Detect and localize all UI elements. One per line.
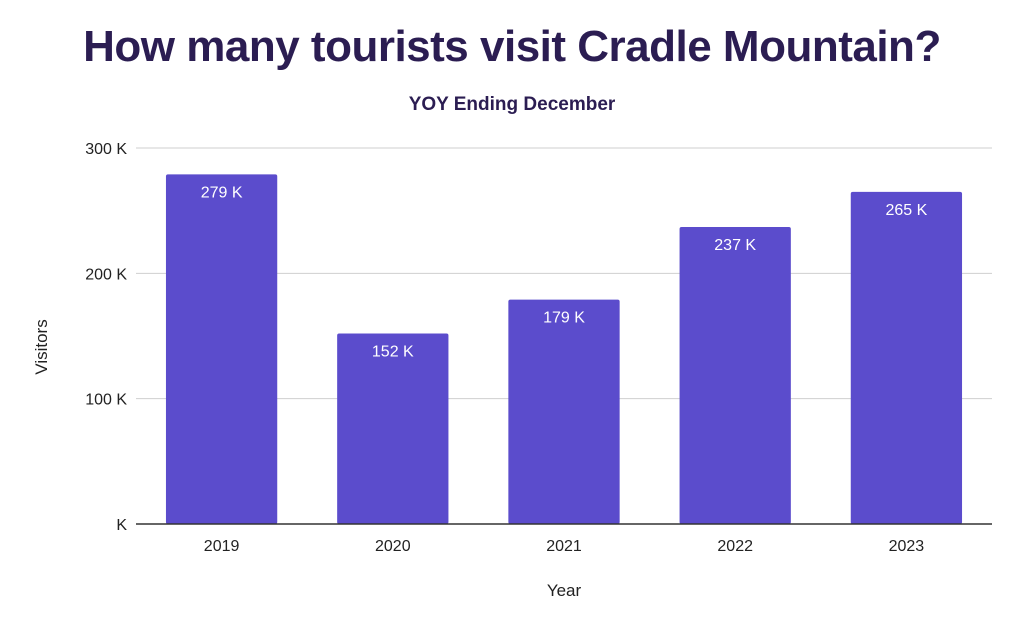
- bar-2019: [165, 174, 278, 524]
- chart-title: How many tourists visit Cradle Mountain?: [83, 22, 941, 71]
- bars: 279 K 152 K 179 K 237 K 265 K: [165, 174, 963, 524]
- x-tick-label: 2021: [546, 538, 582, 555]
- y-tick-label: 200 K: [85, 266, 127, 283]
- x-tick-label: 2022: [717, 538, 753, 555]
- x-tick-label: 2019: [204, 538, 240, 555]
- bar-value-label: 152 K: [372, 343, 414, 360]
- y-tick-label: 300 K: [85, 141, 127, 158]
- x-tick-label: 2023: [889, 538, 925, 555]
- bar-2023: [850, 191, 963, 524]
- bar-value-label: 179 K: [543, 310, 585, 327]
- bar-2021: [508, 299, 620, 524]
- bar-value-label: 279 K: [201, 184, 243, 201]
- y-axis-ticks: K 100 K 200 K 300 K: [85, 141, 127, 534]
- x-axis-label: Year: [547, 581, 582, 600]
- x-tick-label: 2020: [375, 538, 411, 555]
- bar-2022: [679, 226, 791, 524]
- y-tick-label: 100 K: [85, 392, 127, 409]
- y-tick-label: K: [116, 517, 127, 534]
- x-axis-ticks: 2019 2020 2021 2022 2023: [204, 538, 924, 555]
- bar-value-label: 265 K: [885, 202, 927, 219]
- bar-2020: [337, 333, 449, 524]
- bar-value-label: 237 K: [714, 237, 756, 254]
- chart-subtitle: YOY Ending December: [408, 94, 616, 115]
- y-axis-label: Visitors: [32, 319, 51, 374]
